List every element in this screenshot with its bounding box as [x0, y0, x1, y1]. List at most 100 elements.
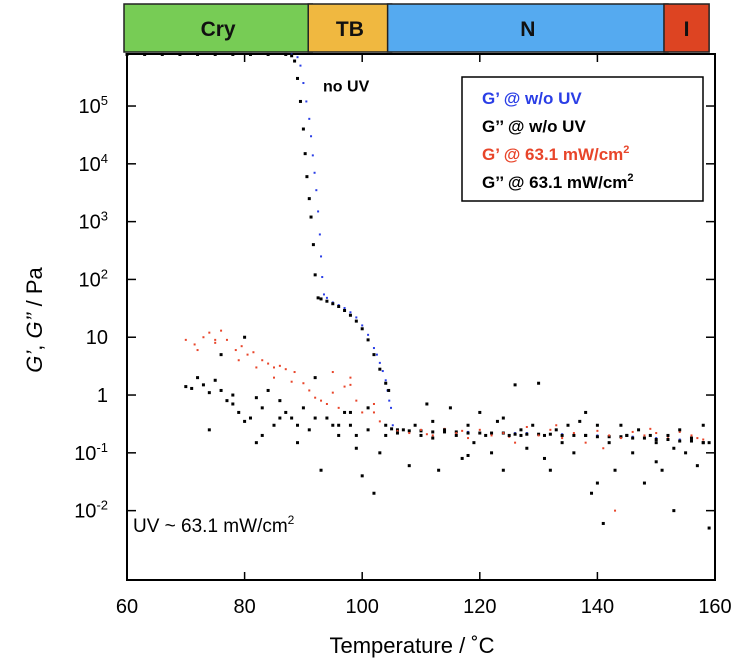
phase-label-tb: TB [336, 18, 364, 41]
data-point [384, 433, 388, 437]
data-point [655, 432, 658, 435]
phase-label-n: N [520, 18, 535, 41]
data-point [318, 233, 321, 236]
data-point [707, 441, 711, 445]
data-point [391, 424, 394, 427]
data-point [305, 175, 309, 179]
data-point [337, 406, 340, 409]
data-point [572, 433, 576, 437]
data-point [343, 309, 347, 313]
legend-entry-0: G’ @ w/o UV [482, 89, 582, 108]
data-point [255, 366, 258, 369]
data-point [390, 406, 393, 409]
data-point [361, 324, 364, 327]
data-point [315, 189, 318, 192]
series-2 [184, 329, 705, 512]
data-point [454, 433, 458, 437]
data-point [252, 351, 255, 354]
data-point [320, 255, 323, 258]
data-point [272, 423, 276, 427]
data-point [248, 52, 252, 56]
y-tick-label: 10 [86, 327, 108, 349]
data-point [514, 441, 517, 444]
data-point [307, 428, 311, 432]
data-point [378, 367, 382, 371]
data-point [234, 349, 237, 352]
data-point [549, 428, 552, 431]
data-point [513, 383, 517, 387]
y-axis-title: G’, G’’ / Pa [22, 266, 47, 372]
data-point [455, 432, 458, 435]
data-point [384, 423, 388, 427]
data-point [372, 347, 375, 350]
data-point [619, 423, 623, 427]
data-point [311, 243, 315, 247]
data-point [290, 54, 294, 58]
data-point [349, 376, 352, 379]
data-point [302, 382, 305, 385]
data-point [395, 428, 399, 432]
data-point [702, 438, 705, 441]
data-point [248, 416, 252, 420]
data-point [672, 509, 676, 513]
data-point [143, 52, 147, 56]
data-point [666, 433, 670, 437]
phase-band-n [386, 3, 669, 53]
data-point [561, 437, 564, 440]
data-point [290, 416, 294, 420]
data-point [372, 353, 376, 357]
data-point [243, 335, 247, 339]
data-point [419, 433, 423, 437]
data-point [631, 430, 634, 433]
data-point [317, 210, 320, 213]
x-axis-title: Temperature / ˚C [329, 633, 494, 658]
data-point [654, 460, 658, 464]
data-point [619, 437, 622, 440]
data-point [378, 420, 381, 423]
data-point [349, 311, 352, 314]
data-point [466, 423, 470, 427]
data-point [608, 434, 611, 437]
data-point [319, 297, 323, 301]
data-point [401, 428, 405, 432]
data-point [337, 423, 341, 427]
data-point [331, 302, 335, 306]
data-point [537, 381, 541, 385]
data-point [678, 438, 681, 441]
data-point [654, 438, 658, 442]
data-point [613, 468, 617, 472]
data-point [443, 430, 447, 434]
data-point [293, 371, 296, 374]
data-point [560, 433, 564, 437]
data-point [584, 410, 588, 414]
y-tick-label: 103 [79, 209, 108, 234]
data-point [343, 410, 347, 414]
data-point [267, 362, 270, 365]
data-point [284, 368, 287, 371]
data-point [160, 52, 164, 56]
phase-label-i: I [684, 18, 690, 41]
data-point [519, 428, 523, 432]
data-point [284, 410, 288, 414]
data-point [614, 509, 617, 512]
data-point [214, 338, 217, 341]
data-point [625, 433, 629, 437]
data-point [254, 396, 258, 400]
data-point [431, 434, 434, 437]
annotations: no UV UV ~ 63.1 mW/cm2 [133, 79, 370, 537]
x-tick-label: 60 [116, 596, 138, 618]
data-point [537, 434, 540, 437]
data-point [378, 361, 381, 364]
data-point [354, 319, 358, 323]
data-point [301, 406, 305, 410]
data-point [196, 52, 200, 56]
data-point [437, 468, 441, 472]
data-point [490, 451, 494, 455]
data-point [672, 446, 676, 450]
data-point [190, 386, 194, 390]
data-point [701, 423, 705, 427]
phase-band-cry [123, 3, 313, 53]
data-point [467, 437, 470, 440]
data-point [431, 430, 435, 434]
data-point [348, 410, 352, 414]
